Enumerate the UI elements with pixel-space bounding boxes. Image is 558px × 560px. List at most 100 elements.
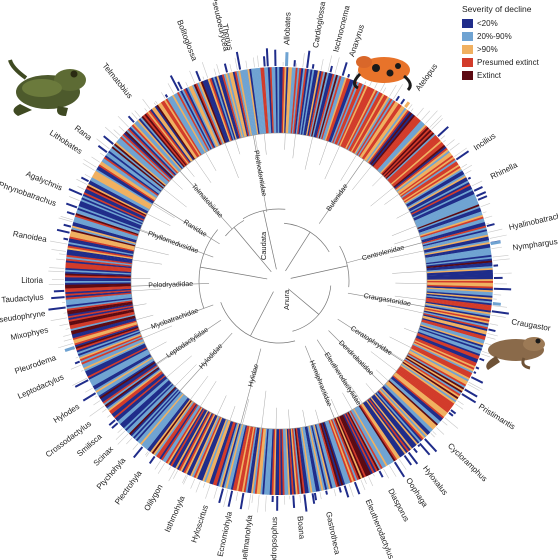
- ring-segment: [374, 392, 420, 444]
- ring-segment: [376, 119, 422, 171]
- tree-branch: [163, 188, 187, 208]
- ring-segment: [184, 413, 216, 475]
- ring-segment: [407, 175, 467, 210]
- spike-mark: [183, 475, 188, 485]
- ring-segment: [79, 200, 142, 227]
- ring-segment: [362, 104, 402, 160]
- ring-segment: [301, 426, 315, 493]
- spike-mark: [253, 57, 255, 68]
- tree-branch: [190, 375, 209, 400]
- ring-segment: [142, 395, 186, 448]
- ring-segment: [426, 271, 493, 277]
- ring-segment: [229, 72, 246, 138]
- ring-segment: [426, 292, 493, 300]
- spike-mark: [160, 92, 166, 99]
- tree-branch: [147, 213, 171, 226]
- spike-mark: [382, 87, 387, 93]
- ring-segment: [65, 282, 132, 285]
- ring-segment: [230, 425, 247, 490]
- ring-segment: [402, 162, 459, 201]
- ring-segment: [238, 70, 253, 136]
- spike-mark: [257, 55, 259, 68]
- ring-segment: [398, 366, 454, 408]
- spike-mark: [477, 195, 488, 201]
- ring-segment: [410, 182, 470, 214]
- ring-segment: [405, 169, 463, 205]
- genus-label: Isthmohyla: [163, 494, 187, 534]
- ring-segment: [189, 415, 219, 477]
- phylogeny-tree: [131, 133, 427, 429]
- spike-mark: [343, 485, 350, 498]
- ring-segment: [118, 137, 170, 183]
- ring-segment: [77, 331, 141, 356]
- spike-mark: [56, 228, 70, 234]
- spike-mark: [425, 110, 438, 124]
- ring-segment: [406, 355, 465, 390]
- ring-segment: [93, 354, 152, 390]
- spike-mark: [449, 142, 460, 151]
- spike-mark: [393, 461, 406, 478]
- ring-segment: [387, 380, 437, 428]
- tree-branch: [304, 345, 335, 419]
- spike-mark: [338, 487, 342, 493]
- spike-mark: [327, 55, 333, 72]
- ring-segment: [128, 386, 177, 435]
- spike-mark: [400, 98, 406, 105]
- genus-label: Hyloxalus: [421, 464, 449, 497]
- ring-segment: [100, 362, 157, 401]
- ring-segment: [420, 323, 485, 344]
- spike-mark: [360, 479, 366, 491]
- ring-segment: [350, 409, 385, 469]
- ring-segment: [209, 77, 233, 142]
- spike-mark: [154, 460, 162, 470]
- tree-branch: [263, 210, 277, 270]
- tree-branch: [205, 152, 217, 171]
- ring-segment: [223, 423, 242, 489]
- ring-segment: [424, 304, 491, 317]
- spike-mark: [442, 420, 448, 426]
- ring-segment: [426, 262, 493, 270]
- spike-mark: [59, 323, 69, 327]
- ring-segment: [367, 108, 409, 163]
- ring-segment: [77, 207, 140, 232]
- ring-segment: [419, 326, 483, 350]
- spike-mark: [311, 493, 316, 504]
- ring-segment: [294, 428, 304, 494]
- genus-label: Cycloramphus: [446, 441, 489, 483]
- tree-branch: [200, 381, 217, 407]
- ring-segment: [106, 151, 161, 193]
- spike-mark: [413, 447, 418, 454]
- spike-mark: [465, 170, 472, 175]
- ring-segment: [419, 213, 483, 236]
- tree-arc: [198, 229, 218, 309]
- ring-segment: [66, 297, 133, 308]
- ring-segment: [118, 378, 170, 425]
- ring-segment: [285, 67, 291, 134]
- ring-segment: [335, 83, 363, 145]
- ring-segment: [381, 127, 430, 176]
- tree-branch: [261, 390, 267, 428]
- ring-segment: [65, 289, 132, 296]
- ring-segment: [86, 185, 147, 217]
- ring-segment: [80, 336, 143, 363]
- ring-segment: [359, 101, 398, 158]
- ring-segment: [321, 75, 342, 140]
- ring-segment: [308, 425, 324, 491]
- ring-segment: [67, 305, 134, 319]
- spike-mark: [493, 272, 512, 274]
- ring-segment: [185, 87, 216, 148]
- ring-segment: [265, 67, 272, 134]
- genus-label: Craugastor: [511, 317, 552, 333]
- spike-mark: [421, 110, 431, 121]
- ring-segment: [109, 149, 163, 191]
- ring-segment: [82, 339, 144, 369]
- spike-mark: [471, 180, 483, 187]
- ring-segment: [85, 186, 147, 218]
- ring-segment: [425, 302, 491, 315]
- ring-segment: [380, 387, 428, 437]
- spike-mark: [131, 112, 138, 120]
- tree-branch: [229, 406, 236, 421]
- ring-segment: [69, 311, 135, 328]
- ring-segment: [318, 74, 339, 139]
- tree-branch: [349, 384, 363, 404]
